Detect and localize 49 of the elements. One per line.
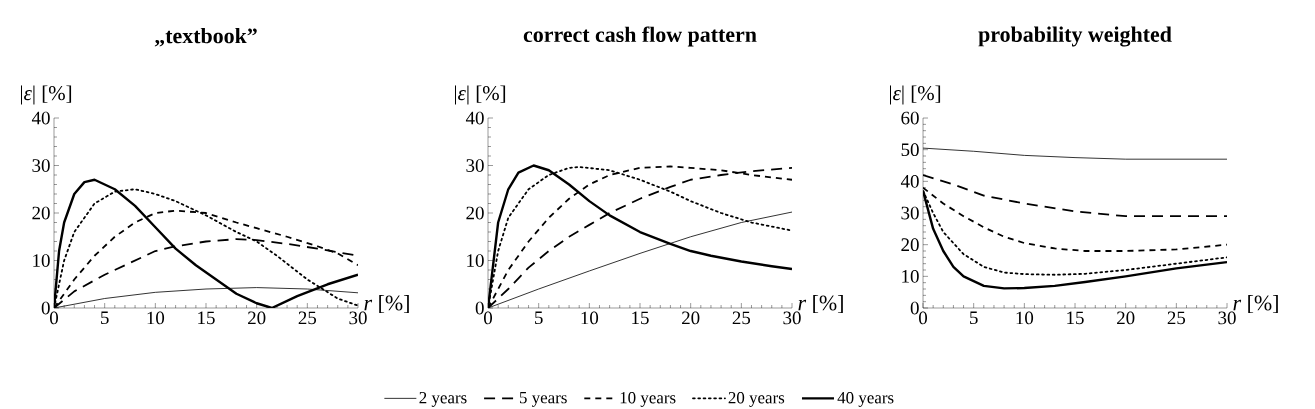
x-tick-label: 0 xyxy=(919,311,928,325)
y-tick-label: 10 xyxy=(33,254,50,267)
y-tick-label: 40 xyxy=(465,111,484,125)
legend-label: 20 years xyxy=(728,391,785,407)
y-tick-label: 10 xyxy=(902,269,919,283)
y-tick-label: 20 xyxy=(466,206,484,220)
y-tick-label: 40 xyxy=(31,111,50,125)
y-axis-title: |ε| [%] xyxy=(20,85,72,105)
x-tick-label: 10 xyxy=(1016,311,1034,325)
y-tick-label: 0 xyxy=(475,301,484,315)
y-tick-label: 40 xyxy=(900,174,919,188)
y-tick-label: 30 xyxy=(466,159,484,172)
x-tick-label: 0 xyxy=(50,311,59,325)
x-tick-label: 15 xyxy=(198,311,215,325)
chart-title: „textbook” xyxy=(154,27,257,47)
x-tick-label: 10 xyxy=(581,311,599,325)
y-tick-label: 30 xyxy=(901,206,919,220)
x-tick-label: 15 xyxy=(1067,311,1084,325)
x-tick-label: 5 xyxy=(970,311,978,325)
y-axis-title: |ε| [%] xyxy=(889,85,941,105)
x-tick-label: 30 xyxy=(1218,311,1236,325)
y-tick-label: 30 xyxy=(32,159,50,172)
y-tick-label: 0 xyxy=(41,301,50,315)
x-tick-label: 10 xyxy=(147,311,165,325)
legend-label: 2 years xyxy=(419,392,467,407)
y-tick-label: 50 xyxy=(901,143,919,157)
x-tick-label: 20 xyxy=(682,311,700,325)
y-tick-label: 10 xyxy=(467,254,484,267)
legend-label: 40 years xyxy=(837,391,894,407)
x-tick-label: 5 xyxy=(101,311,109,325)
y-tick-label: 60 xyxy=(901,111,919,125)
x-tick-label: 30 xyxy=(783,311,801,325)
x-tick-label: 25 xyxy=(298,311,317,325)
x-tick-label: 30 xyxy=(349,311,367,325)
chart-title: probability weighted xyxy=(978,26,1172,47)
x-tick-label: 25 xyxy=(732,311,751,325)
legend-label: 5 years xyxy=(519,392,567,407)
y-tick-label: 0 xyxy=(910,301,919,315)
legend-label: 10 years xyxy=(620,391,676,407)
y-tick-label: 20 xyxy=(32,206,50,220)
y-tick-label: 20 xyxy=(901,238,919,252)
x-tick-label: 15 xyxy=(632,311,649,325)
y-axis-title: |ε| [%] xyxy=(454,85,506,105)
x-tick-label: 0 xyxy=(484,311,493,325)
x-tick-label: 5 xyxy=(535,311,543,325)
chart-title: correct cash flow pattern xyxy=(523,26,757,47)
x-tick-label: 25 xyxy=(1167,311,1186,325)
x-tick-label: 20 xyxy=(248,311,266,325)
x-tick-label: 20 xyxy=(1117,311,1135,325)
